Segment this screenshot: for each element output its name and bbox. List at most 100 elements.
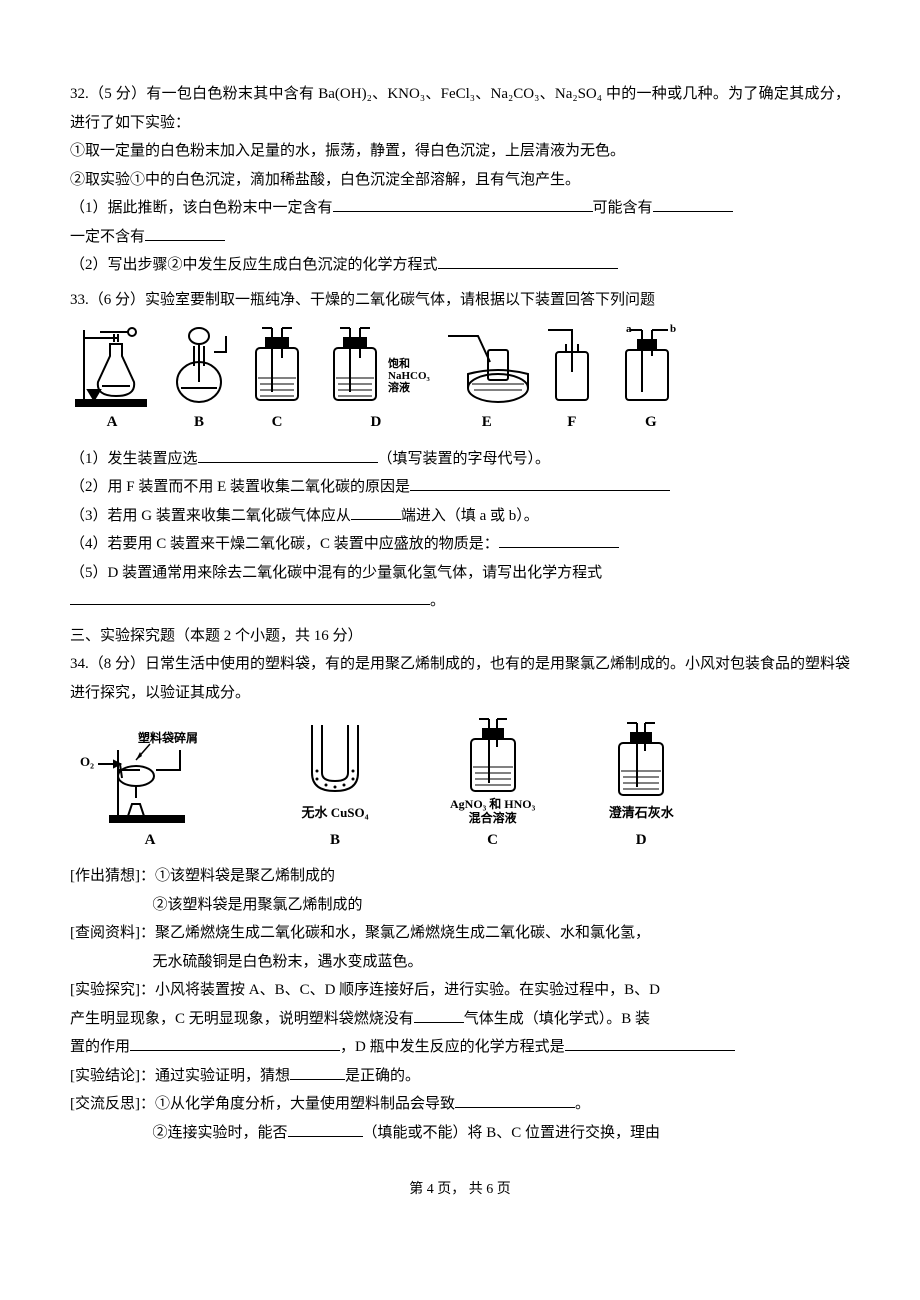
q34-exp-row3: 置的作用，D 瓶中发生反应的化学方程式是 xyxy=(70,1033,850,1062)
port-b-label: b xyxy=(670,323,676,335)
concl-label: [实验结论]： xyxy=(70,1068,155,1084)
q33-sub1: （1）发生装置应选 （填写装置的字母代号）。 xyxy=(70,445,850,474)
apparatus-label: F xyxy=(567,408,576,437)
q33-header: 33.（6 分）实验室要制取一瓶纯净、干燥的二氧化碳气体，请根据以下装置回答下列… xyxy=(70,286,850,315)
nahco3-label2: NaHCO₃ xyxy=(388,370,430,382)
refl2b: （填能或不能）将 B、C 位置进行交换，理由 xyxy=(363,1125,661,1141)
apparatus-G: a b G xyxy=(612,322,690,437)
port-a-label: a xyxy=(626,323,632,335)
q34-header: 34.（8 分）日常生活中使用的塑料袋，有的是用聚乙烯制成的，也有的是用聚氯乙烯… xyxy=(70,650,850,707)
blank xyxy=(198,447,378,463)
q32-sub2-line: （2）写出步骤②中发生反应生成白色沉淀的化学方程式 xyxy=(70,251,850,280)
q32-sub1c: 一定不含有 xyxy=(70,229,145,245)
blank xyxy=(410,475,670,491)
apparatus-C2: AgNO₃ 和 HNO₃ 混合溶液 C xyxy=(450,715,535,854)
blank xyxy=(653,196,733,212)
exp-text2a: 产生明显现象，C 无明显现象，说明塑料袋燃烧没有 xyxy=(70,1011,414,1027)
blank xyxy=(145,225,225,241)
apparatus-label: D xyxy=(370,408,381,437)
q32-step2: ②取实验①中的白色沉淀，滴加稀盐酸，白色沉淀全部溶解，且有气泡产生。 xyxy=(70,166,850,195)
q32-step1: ①取一定量的白色粉末加入足量的水，振荡，静置，得白色沉淀，上层清液为无色。 xyxy=(70,137,850,166)
apparatus-label: A xyxy=(107,408,118,437)
apparatus-B2: 无水 CuSO₄ B xyxy=(290,715,380,854)
guess2: ②该塑料袋是用聚氯乙烯制成的 xyxy=(70,891,850,920)
q34-refl-row2: ②连接实验时，能否 （填能或不能）将 B、C 位置进行交换，理由 xyxy=(70,1119,850,1148)
apparatus-label: B xyxy=(330,826,340,855)
q34-concl-row: [实验结论]：通过实验证明，猜想 是正确的。 xyxy=(70,1062,850,1091)
apparatus-label: E xyxy=(482,408,492,437)
d-label: 澄清石灰水 xyxy=(609,801,674,826)
apparatus-B: B xyxy=(166,322,232,437)
apparatus-A: A xyxy=(70,322,154,437)
apparatus-label: D xyxy=(636,826,647,855)
concl1: 通过实验证明，猜想 xyxy=(155,1068,290,1084)
q34-exp-row2: 产生明显现象，C 无明显现象，说明塑料袋燃烧没有气体生成（填化学式）。B 装 xyxy=(70,1005,850,1034)
text: （3）若用 G 装置来收集二氧化碳气体应从 xyxy=(70,508,351,524)
blank xyxy=(351,504,401,520)
q33-diagram-row: A B xyxy=(70,322,850,437)
ref1: 聚乙烯燃烧生成二氧化碳和水，聚氯乙烯燃烧生成二氧化碳、水和氯化氢， xyxy=(155,925,650,941)
q33-sub3: （3）若用 G 装置来收集二氧化碳气体应从端进入（填 a 或 b）。 xyxy=(70,502,850,531)
refl-label: [交流反思]： xyxy=(70,1096,155,1112)
q34-exp-row1: [实验探究]：小风将装置按 A、B、C、D 顺序连接好后，进行实验。在实验过程中… xyxy=(70,976,850,1005)
question-34: 34.（8 分）日常生活中使用的塑料袋，有的是用聚乙烯制成的，也有的是用聚氯乙烯… xyxy=(70,650,850,1147)
ref2: 无水硫酸铜是白色粉末，遇水变成蓝色。 xyxy=(70,948,850,977)
guess1: ①该塑料袋是聚乙烯制成的 xyxy=(155,868,335,884)
concl2: 是正确的。 xyxy=(345,1068,420,1084)
text: （4）若要用 C 装置来干燥二氧化碳，C 装置中应盛放的物质是： xyxy=(70,536,499,552)
text: （5）D 装置通常用来除去二氧化碳中混有的少量氯化氢气体，请写出化学方程式 xyxy=(70,565,602,581)
exp-text3b: ，D 瓶中发生反应的化学方程式是 xyxy=(340,1039,565,1055)
nahco3-label1: 饱和 xyxy=(388,358,430,370)
blank xyxy=(70,589,430,605)
apparatus-D2: 澄清石灰水 D xyxy=(605,719,677,854)
apparatus-label: C xyxy=(487,826,498,855)
q33-sub5-blank: 。 xyxy=(70,587,850,616)
q32-sub1b: 可能含有 xyxy=(593,200,653,216)
q33-sub5: （5）D 装置通常用来除去二氧化碳中混有的少量氯化氢气体，请写出化学方程式 xyxy=(70,559,850,588)
apparatus-A2: 塑料袋碎屑 O₂ A xyxy=(80,730,220,855)
refl2a: ②连接实验时，能否 xyxy=(153,1125,288,1141)
apparatus-E: E xyxy=(442,322,532,437)
q32-header: 32.（5 分）有一包白色粉末其中含有 Ba(OH)₂、KNO₃、FeCl₃、N… xyxy=(70,80,850,137)
apparatus-label: A xyxy=(145,826,156,855)
q34-diagram-row: 塑料袋碎屑 O₂ A xyxy=(80,715,850,854)
exp-label: [实验探究]： xyxy=(70,982,155,998)
b-label: 无水 CuSO₄ xyxy=(301,801,368,826)
apparatus-C: C xyxy=(244,322,310,437)
blank xyxy=(333,196,593,212)
apparatus-label: B xyxy=(194,408,204,437)
page: 32.（5 分）有一包白色粉末其中含有 Ba(OH)₂、KNO₃、FeCl₃、N… xyxy=(0,0,920,1244)
blank xyxy=(130,1035,340,1051)
c-label1: AgNO₃ 和 HNO₃ xyxy=(450,797,535,811)
text: （填写装置的字母代号）。 xyxy=(378,451,551,467)
q32-sub1c-line: 一定不含有 xyxy=(70,223,850,252)
q32-sub1a: （1）据此推断，该白色粉末中一定含有 xyxy=(70,200,333,216)
apparatus-F: F xyxy=(544,322,600,437)
blank xyxy=(499,532,619,548)
q34-refl-row1: [交流反思]：①从化学角度分析，大量使用塑料制品会导致 。 xyxy=(70,1090,850,1119)
nahco3-label3: 溶液 xyxy=(388,382,430,394)
section-3-header: 三、实验探究题（本题 2 个小题，共 16 分） xyxy=(70,622,850,651)
refl1a: ①从化学角度分析，大量使用塑料制品会导致 xyxy=(155,1096,455,1112)
q34-ref-row: [查阅资料]：聚乙烯燃烧生成二氧化碳和水，聚氯乙烯燃烧生成二氧化碳、水和氯化氢， xyxy=(70,919,850,948)
c-label2: 混合溶液 xyxy=(450,811,535,825)
q33-sub2: （2）用 F 装置而不用 E 装置收集二氧化碳的原因是 xyxy=(70,473,850,502)
svg-text:塑料袋碎屑: 塑料袋碎屑 xyxy=(138,730,198,745)
guess-label: [作出猜想]： xyxy=(70,868,155,884)
blank xyxy=(438,253,618,269)
text: （1）发生装置应选 xyxy=(70,451,198,467)
q32-sub1: （1）据此推断，该白色粉末中一定含有 可能含有 xyxy=(70,194,850,223)
q33-sub4: （4）若要用 C 装置来干燥二氧化碳，C 装置中应盛放的物质是： xyxy=(70,530,850,559)
apparatus-D: 饱和 NaHCO₃ 溶液 D xyxy=(322,322,430,437)
refl1b: 。 xyxy=(575,1096,590,1112)
page-footer: 第 4 页， 共 6 页 xyxy=(70,1177,850,1204)
q32-sub2: （2）写出步骤②中发生反应生成白色沉淀的化学方程式 xyxy=(70,257,438,273)
question-33: 33.（6 分）实验室要制取一瓶纯净、干燥的二氧化碳气体，请根据以下装置回答下列… xyxy=(70,286,850,616)
blank xyxy=(290,1064,345,1080)
svg-text:O₂: O₂ xyxy=(80,754,94,769)
q34-guess-row: [作出猜想]：①该塑料袋是聚乙烯制成的 xyxy=(70,862,850,891)
blank xyxy=(414,1007,464,1023)
apparatus-label: C xyxy=(272,408,283,437)
blank xyxy=(288,1121,363,1137)
exp-text1: 小风将装置按 A、B、C、D 顺序连接好后，进行实验。在实验过程中，B、D xyxy=(155,982,660,998)
